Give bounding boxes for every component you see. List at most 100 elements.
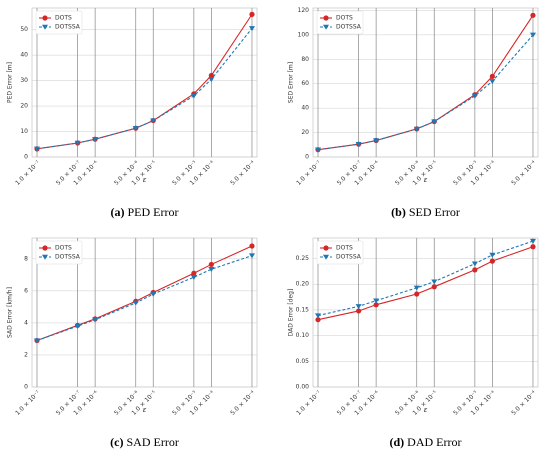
- y-tick-label: 60: [301, 80, 309, 87]
- x-tick-label: 1.0 × 10⁻⁷: [295, 389, 323, 417]
- series-line: [317, 246, 534, 321]
- caption: (b) SED Error: [391, 205, 460, 219]
- marker: [34, 338, 41, 344]
- marker: [373, 302, 379, 308]
- y-tick-label: 0.25: [296, 255, 310, 262]
- x-tick-label: 1.0 × 10⁻⁷: [14, 159, 42, 187]
- legend-label: DOTS: [336, 245, 353, 252]
- legend-box: [35, 240, 83, 265]
- y-tick-label: 0: [305, 154, 309, 161]
- x-tick-label: 1.0 × 10⁻⁷: [295, 159, 323, 187]
- x-tick-label: 5.0 × 10⁻⁴: [510, 159, 538, 187]
- y-tick-label: 30: [20, 77, 28, 84]
- y-tick-label: 20: [20, 103, 28, 110]
- marker: [42, 254, 48, 260]
- series-line: [36, 28, 253, 150]
- caption-label: (b): [391, 205, 406, 219]
- y-axis-label: SED Error [m]: [288, 62, 295, 103]
- marker: [248, 253, 255, 259]
- legend-label: DOTSSA: [336, 24, 362, 31]
- marker: [373, 298, 380, 304]
- panel: 0.00 0.05 0.10 0.15 0.20 0.25 1.0 × 10⁻⁷ 5.0 × …: [288, 237, 539, 449]
- marker: [315, 317, 321, 323]
- marker: [42, 24, 48, 30]
- legend: DOTS DOTSSA: [316, 10, 364, 35]
- y-tick-label: 0.10: [296, 332, 310, 339]
- y-axis-label: DAD Error [deg]: [288, 289, 295, 337]
- marker: [431, 284, 437, 290]
- y-tick-label: 0.00: [296, 384, 310, 391]
- legend: DOTS DOTSSA: [316, 240, 364, 265]
- marker: [323, 254, 329, 260]
- y-tick-label: 6: [24, 287, 28, 294]
- series-line: [317, 240, 534, 317]
- y-tick-label: 40: [301, 105, 309, 112]
- y-tick-label: 20: [301, 129, 309, 136]
- marker: [355, 304, 362, 310]
- y-tick-label: 2: [24, 351, 28, 358]
- marker: [529, 238, 536, 244]
- marker: [471, 93, 478, 99]
- legend-label: DOTS: [336, 15, 353, 22]
- x-tick-label: 1.0 × 10⁻⁷: [14, 389, 42, 417]
- marker: [489, 258, 495, 264]
- marker: [356, 308, 362, 314]
- x-axis-label: ε: [143, 176, 147, 184]
- y-tick-label: 0.20: [296, 281, 310, 288]
- marker: [315, 147, 322, 153]
- marker: [530, 12, 536, 18]
- caption-label: (d): [390, 435, 405, 449]
- marker: [132, 300, 139, 306]
- marker: [489, 252, 496, 258]
- caption-text: DAD Error: [407, 435, 461, 449]
- legend-label: DOTSSA: [336, 254, 362, 261]
- marker: [489, 79, 496, 85]
- marker: [471, 261, 478, 267]
- marker: [42, 245, 48, 251]
- y-tick-label: 0: [24, 154, 28, 161]
- marker: [413, 126, 420, 132]
- x-axis-label: ε: [424, 176, 428, 184]
- marker: [208, 267, 215, 273]
- marker: [150, 291, 157, 297]
- legend-box: [316, 240, 364, 265]
- marker: [191, 270, 197, 276]
- marker: [132, 126, 139, 132]
- marker: [323, 245, 329, 251]
- y-tick-label: 80: [301, 56, 309, 63]
- y-tick-label: 0: [24, 384, 28, 391]
- y-tick-label: 4: [24, 319, 28, 326]
- marker: [323, 24, 329, 30]
- y-axis-label: PED Error [m]: [7, 62, 14, 103]
- legend-box: [316, 10, 364, 35]
- caption-text: SAD Error: [127, 435, 179, 449]
- marker: [74, 140, 81, 146]
- caption-label: (c): [110, 435, 123, 449]
- marker: [248, 26, 255, 32]
- y-tick-label: 0.15: [296, 306, 310, 313]
- legend-label: DOTSSA: [55, 254, 81, 261]
- caption-label: (a): [111, 205, 125, 219]
- marker: [373, 138, 380, 144]
- caption-text: SED Error: [409, 205, 460, 219]
- y-tick-label: 120: [298, 7, 310, 14]
- marker: [208, 261, 214, 268]
- marker: [249, 11, 255, 17]
- marker: [249, 243, 255, 249]
- marker: [323, 15, 329, 21]
- marker: [489, 73, 495, 79]
- legend: DOTS DOTSSA: [35, 240, 83, 265]
- marker: [190, 275, 197, 281]
- y-tick-label: 8: [24, 255, 28, 262]
- legend: DOTS DOTSSA: [35, 10, 83, 35]
- y-tick-label: 40: [20, 52, 28, 59]
- series-line: [36, 245, 253, 342]
- series-line: [36, 255, 253, 342]
- y-tick-label: 50: [20, 26, 28, 33]
- y-tick-label: 100: [298, 31, 310, 38]
- marker: [92, 317, 99, 323]
- marker: [34, 146, 41, 152]
